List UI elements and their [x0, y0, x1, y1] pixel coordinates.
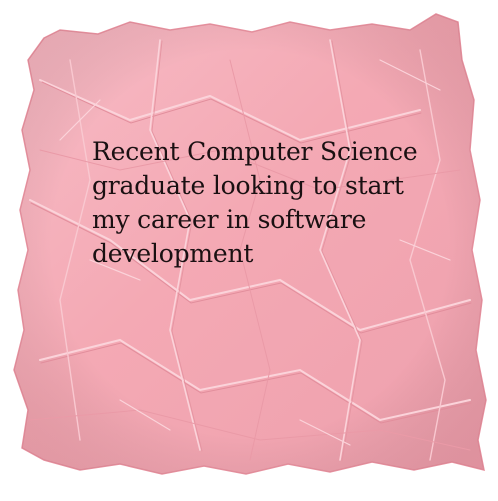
note-text: Recent Computer Science graduate looking…	[92, 137, 418, 268]
